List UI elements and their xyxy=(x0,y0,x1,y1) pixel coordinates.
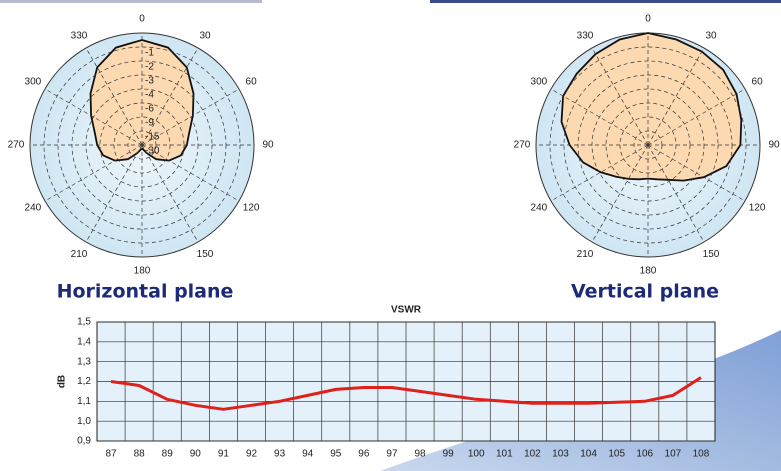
x-tick-label: 87 xyxy=(105,449,117,460)
angle-label: 300 xyxy=(25,77,42,88)
angle-label: 60 xyxy=(246,77,258,88)
y-tick-label: 1,1 xyxy=(77,396,91,407)
spoke xyxy=(141,144,240,202)
angle-label: 330 xyxy=(577,31,594,42)
y-tick-label: 1,5 xyxy=(77,317,91,328)
x-tick-label: 91 xyxy=(218,449,230,460)
angle-label: 210 xyxy=(577,249,594,260)
ring-label: -6 xyxy=(145,104,154,115)
angle-label: 240 xyxy=(25,203,42,214)
spoke xyxy=(647,144,746,202)
spoke xyxy=(647,88,746,146)
x-tick-label: 92 xyxy=(246,449,258,460)
x-tick-label: 93 xyxy=(274,449,286,460)
ring-label: -4 xyxy=(145,90,154,101)
x-tick-label: 90 xyxy=(190,449,202,460)
spoke xyxy=(591,47,649,146)
angle-label: 300 xyxy=(531,77,548,88)
angle-label: 270 xyxy=(514,140,531,151)
spoke xyxy=(85,144,143,243)
angle-label: 210 xyxy=(71,249,88,260)
spoke xyxy=(141,88,240,146)
chart-title: VSWR xyxy=(391,305,422,316)
ring-label: -9 xyxy=(145,118,154,129)
ring-label: -15 xyxy=(145,132,160,143)
spoke xyxy=(141,47,199,146)
spoke xyxy=(85,47,143,146)
x-tick-label: 101 xyxy=(496,449,513,460)
angle-label: 150 xyxy=(703,249,720,260)
angle-label: 90 xyxy=(768,140,780,151)
spoke xyxy=(550,88,649,146)
spoke xyxy=(44,144,143,202)
x-tick-label: 99 xyxy=(443,449,455,460)
angle-label: 180 xyxy=(134,266,151,277)
chart-title: Horizontal plane xyxy=(57,281,234,303)
angle-label: 180 xyxy=(640,266,657,277)
angle-label: 30 xyxy=(199,31,211,42)
x-tick-label: 95 xyxy=(330,449,342,460)
y-tick-label: 0,9 xyxy=(77,436,91,447)
angle-label: 60 xyxy=(752,77,764,88)
x-tick-label: 89 xyxy=(162,449,174,460)
x-tick-label: 107 xyxy=(665,449,682,460)
x-tick-label: 106 xyxy=(636,449,653,460)
ring-label: -30 xyxy=(145,146,160,157)
angle-label: 150 xyxy=(197,249,214,260)
x-tick-label: 102 xyxy=(524,449,541,460)
angle-label: 120 xyxy=(243,203,260,214)
ring-label: -3 xyxy=(145,76,154,87)
x-tick-label: 100 xyxy=(468,449,485,460)
spoke xyxy=(647,47,705,146)
angle-label: 0 xyxy=(139,14,145,25)
vswr-line xyxy=(110,376,702,411)
top-bar xyxy=(430,0,781,3)
x-tick-label: 97 xyxy=(386,449,398,460)
top-bar xyxy=(0,0,262,3)
x-tick-label: 88 xyxy=(134,449,146,460)
x-tick-label: 105 xyxy=(608,449,625,460)
angle-label: 30 xyxy=(705,31,717,42)
x-tick-label: 108 xyxy=(693,449,710,460)
x-tick-label: 98 xyxy=(414,449,426,460)
angle-label: 330 xyxy=(71,31,88,42)
spoke xyxy=(591,144,649,243)
spoke xyxy=(647,144,705,243)
y-tick-label: 1,0 xyxy=(77,416,91,427)
ring-label: -1 xyxy=(145,48,154,59)
x-tick-label: 94 xyxy=(302,449,314,460)
spoke xyxy=(141,144,199,243)
ring-label: -2 xyxy=(145,62,154,73)
angle-label: 0 xyxy=(645,14,651,25)
y-tick-label: 1,4 xyxy=(77,336,91,347)
angle-label: 90 xyxy=(262,140,274,151)
angle-label: 240 xyxy=(531,203,548,214)
angle-label: 120 xyxy=(749,203,766,214)
chart-title: Vertical plane xyxy=(571,281,719,303)
x-tick-label: 103 xyxy=(552,449,569,460)
y-tick-label: 1,2 xyxy=(77,376,91,387)
x-tick-label: 96 xyxy=(358,449,370,460)
spoke xyxy=(550,144,649,202)
y-tick-label: 1,3 xyxy=(77,356,91,367)
x-tick-label: 104 xyxy=(580,449,597,460)
y-axis-label: dB xyxy=(57,375,68,388)
angle-label: 270 xyxy=(8,140,25,151)
spoke xyxy=(44,88,143,146)
